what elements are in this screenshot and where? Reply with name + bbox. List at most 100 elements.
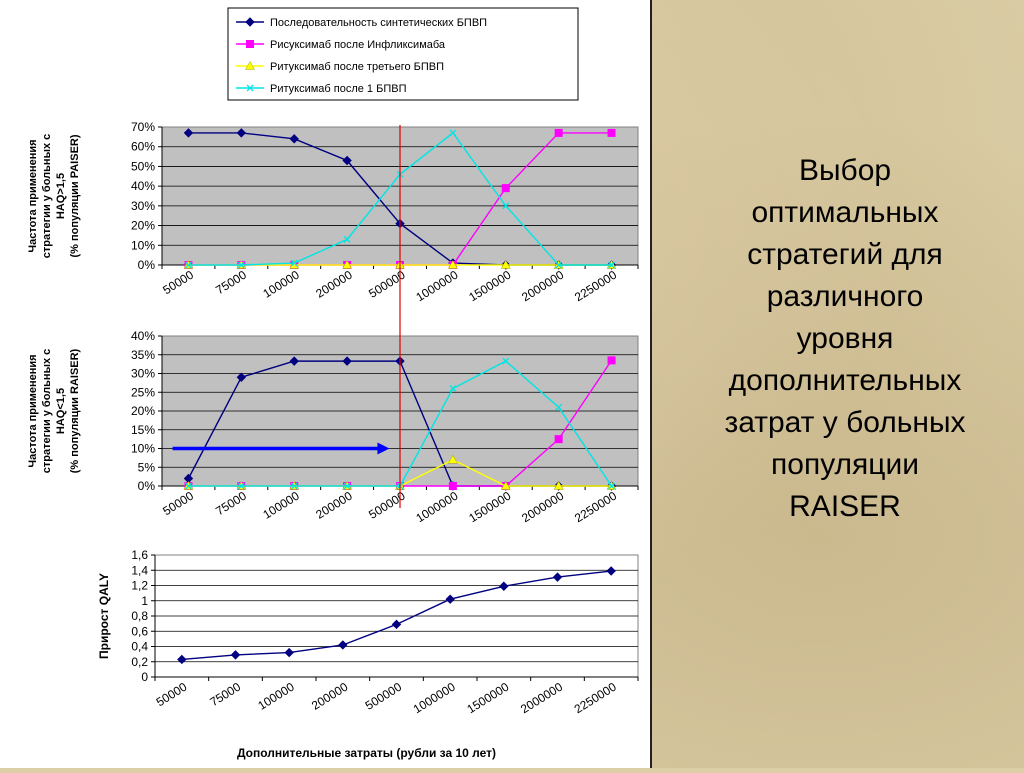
legend-entry: Ритуксимаб после 1 БПВП — [236, 83, 407, 95]
data-point — [391, 619, 402, 630]
data-point — [499, 581, 509, 591]
y-tick-label: 0,8 — [131, 609, 148, 623]
y-tick-label: 1,4 — [131, 563, 148, 577]
data-point — [230, 650, 241, 660]
y-axis-label: стратегии у больных с — [41, 349, 53, 474]
y-tick-label: 10% — [131, 442, 155, 456]
legend-label: Ритуксимаб после 1 БПВП — [270, 83, 407, 95]
data-point — [500, 480, 511, 490]
x-tick-label: 2250000 — [572, 267, 619, 304]
title-line: RAISER — [789, 490, 901, 523]
y-tick-label: 1,2 — [131, 579, 148, 593]
x-tick-label: 500000 — [363, 680, 405, 713]
data-point — [342, 356, 352, 366]
data-point — [555, 403, 563, 411]
x-tick-label: 1000000 — [411, 679, 458, 716]
y-axis-label: HAQ<1,5 — [55, 388, 67, 434]
chart-1: 0% 10% 20% 30% 40% 50% 60% 70% 50000 75000 100000 2… — [27, 120, 639, 304]
y-tick-label: 35% — [131, 348, 155, 362]
title-line: уровня — [796, 322, 894, 355]
data-point — [502, 202, 510, 210]
y-tick-label: 70% — [131, 120, 155, 134]
data-point — [447, 259, 458, 269]
chart-2: 0% 5% 10% 15% 20% 25% 30% 35% 40% 50000 75000 10000… — [27, 329, 639, 525]
y-tick-label: 0% — [138, 258, 156, 272]
data-point — [290, 482, 298, 490]
legend-label: Последовательность синтетических БПВП — [270, 17, 487, 29]
x-tick-label: 500000 — [366, 489, 408, 522]
x-tick-label: 1000000 — [413, 488, 460, 525]
x-tick-label: 2000000 — [518, 679, 565, 716]
x-tick-label: 75000 — [213, 489, 249, 519]
x-tick-label: 2250000 — [572, 488, 619, 525]
x-tick-label: 100000 — [260, 268, 302, 301]
data-point — [449, 129, 457, 137]
data-point — [502, 357, 510, 365]
legend-entry: Ритуксимаб после третьего БПВП — [236, 60, 444, 73]
data-point — [245, 17, 255, 27]
chart-panel: Последовательность синтетических БПВП Рис… — [0, 0, 652, 768]
data-point — [342, 155, 352, 166]
y-tick-label: 60% — [131, 140, 155, 154]
data-point — [553, 480, 564, 490]
data-point — [555, 261, 563, 269]
data-point — [237, 482, 245, 490]
data-point — [236, 372, 247, 382]
y-axis-label: Прирост QALY — [97, 573, 111, 659]
y-tick-label: 40% — [131, 179, 155, 193]
x-tick-label: 75000 — [213, 268, 249, 298]
data-point — [607, 128, 616, 137]
y-tick-label: 5% — [138, 460, 156, 474]
data-point — [449, 385, 457, 392]
data-point — [184, 261, 192, 269]
y-tick-label: 0 — [141, 670, 148, 684]
data-point — [501, 184, 510, 193]
series-1 — [177, 566, 616, 665]
title-line: затрат у больных — [724, 406, 966, 439]
legend-entry: Рисуксимаб после Инфликсимаба — [236, 39, 446, 51]
data-point — [608, 261, 616, 269]
y-tick-label: 20% — [131, 219, 155, 233]
y-axis-label: (% популяции RAISER) — [69, 348, 81, 473]
y-tick-label: 0,4 — [131, 640, 148, 654]
data-point — [606, 566, 616, 576]
x-axis-label: Дополнительные затраты (рубли за 10 лет) — [237, 746, 496, 760]
title-line: различного — [766, 280, 924, 313]
data-point — [284, 647, 294, 658]
title-line: популяции — [771, 448, 919, 481]
data-point — [237, 261, 245, 269]
data-point — [448, 482, 457, 490]
x-tick-label: 200000 — [313, 268, 355, 301]
legend-entry: Последовательность синтетических БПВП — [236, 17, 487, 29]
slide-title: Выбор оптимальных стратегий для различно… — [672, 150, 1018, 528]
x-tick-label: 50000 — [160, 268, 196, 298]
title-line: оптимальных — [751, 196, 939, 229]
chart-legend: Последовательность синтетических БПВП Рис… — [227, 7, 579, 101]
data-point — [289, 356, 299, 366]
x-tick-label: 500000 — [366, 268, 408, 301]
y-tick-label: 15% — [131, 423, 155, 437]
y-tick-label: 40% — [131, 329, 155, 343]
x-tick-label: 1000000 — [413, 267, 460, 304]
y-tick-label: 1,6 — [131, 548, 148, 562]
data-point — [607, 356, 616, 365]
data-point — [236, 128, 247, 138]
y-tick-label: 10% — [131, 238, 155, 252]
data-point — [246, 84, 254, 92]
x-tick-label: 50000 — [154, 680, 190, 710]
title-line: стратегий для — [747, 238, 943, 271]
arrow-head — [377, 442, 390, 455]
data-point — [245, 60, 255, 70]
data-point — [554, 435, 563, 444]
title-line: дополнительных — [728, 364, 962, 397]
data-point — [342, 259, 353, 269]
chart-3: 00,20,4 0,60,811,2 1,41,6 50000 75000 100000 2… — [97, 548, 639, 760]
y-tick-label: 20% — [131, 404, 155, 418]
data-point — [608, 482, 616, 490]
x-tick-label: 200000 — [309, 680, 351, 713]
legend-box — [227, 7, 579, 101]
x-tick-label: 75000 — [207, 680, 243, 710]
data-point — [246, 40, 254, 48]
x-tick-label: 2000000 — [519, 488, 566, 525]
y-tick-label: 1 — [141, 594, 148, 608]
